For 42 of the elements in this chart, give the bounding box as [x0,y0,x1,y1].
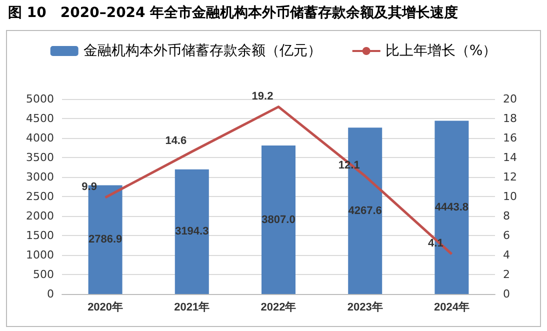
y2-tick-label: 12 [503,170,517,184]
data-label: 4.1 [428,238,444,250]
legend-label: 金融机构本外币储蓄存款余额（亿元） [83,43,322,59]
y-tick-label: 4500 [26,112,54,125]
chart-title: 图 10 2020–2024 年全市金融机构本外币储蓄存款余额及其增长速度 [8,4,458,22]
y-tick-label: 500 [33,268,54,281]
data-label: 9.9 [82,180,97,193]
data-label: 14.6 [165,135,187,148]
bar [262,146,296,294]
y-tick-label: 1000 [26,248,54,262]
legend-label: 比上年增长（%） [385,43,497,59]
y2-tick-label: 8 [503,210,510,222]
y-tick-label: 2500 [26,190,54,203]
y2-tick-label: 18 [503,112,517,125]
y2-tick-label: 20 [503,92,517,106]
y2-tick-label: 4 [503,248,510,262]
data-label: 19.2 [252,90,274,102]
data-label: 2786.9 [88,234,122,246]
y2-tick-label: 2 [503,268,510,281]
y2-tick-label: 14 [503,151,517,164]
y-tick-label: 0 [47,288,54,300]
y-tick-label: 5000 [26,92,54,106]
x-tick-label: 2023年 [347,300,383,314]
x-tick-label: 2022年 [260,300,296,314]
data-label: 4443.8 [434,201,469,214]
y-tick-label: 2000 [26,210,54,222]
y-tick-label: 1500 [26,229,54,242]
bar [174,169,209,294]
y-tick-label: 4000 [26,132,54,144]
data-label: 4267.6 [348,204,382,217]
y2-tick-label: 6 [503,229,510,242]
x-tick-label: 2024年 [434,300,470,314]
x-tick-label: 2021年 [174,300,210,314]
data-label: 12.1 [338,160,360,172]
y2-tick-label: 16 [503,132,517,144]
data-label: 3194.3 [175,226,209,238]
y2-tick-label: 10 [503,190,517,203]
y2-tick-label: 0 [503,288,510,300]
data-label: 3807.0 [262,214,296,226]
y-tick-label: 3500 [26,151,54,164]
x-tick-label: 2020年 [88,300,124,314]
y-tick-label: 3000 [26,170,54,184]
